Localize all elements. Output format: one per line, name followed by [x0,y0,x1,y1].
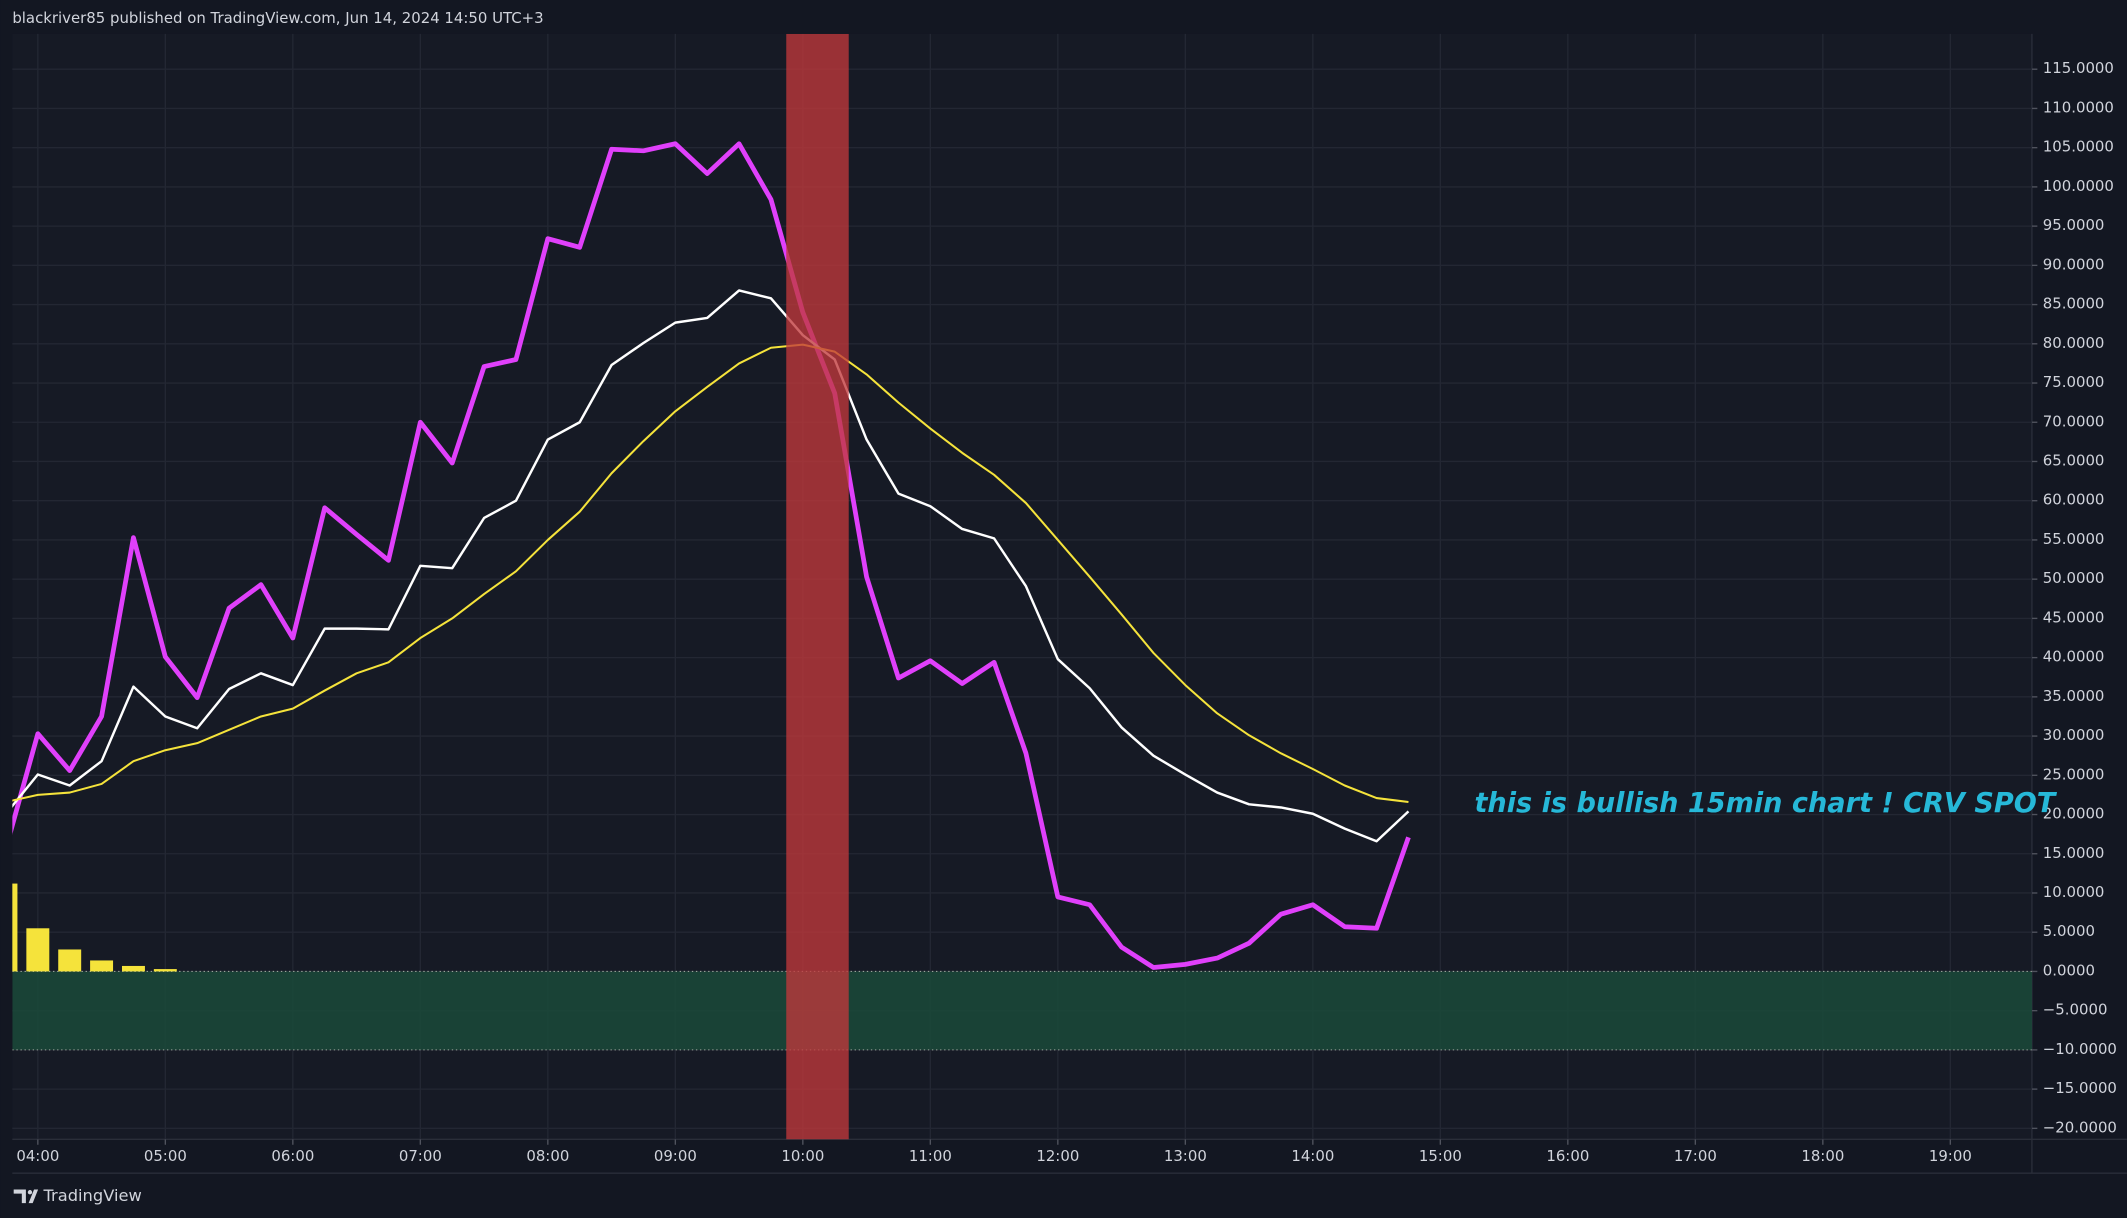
histogram-bar [26,928,50,972]
plot-layers [12,33,2032,1140]
x-tick-label: 10:00 [781,1147,824,1165]
histogram-bar [12,883,18,972]
y-tick-label: 0.0000 [2043,961,2095,979]
histogram-bar [90,960,114,972]
y-tick-label: 110.0000 [2043,98,2114,116]
x-tick-label: 16:00 [1546,1147,1589,1165]
y-tick-label: 30.0000 [2043,726,2105,744]
highlight-band [786,33,849,1140]
y-tick-label: 85.0000 [2043,295,2105,313]
y-tick-label: 40.0000 [2043,648,2105,666]
histogram-bar [121,965,145,972]
y-tick-label: 5.0000 [2043,922,2095,940]
x-tick-label: 14:00 [1291,1147,1334,1165]
y-tick-label: −20.0000 [2043,1118,2117,1136]
y-tick-label: −5.0000 [2043,1001,2108,1019]
x-tick-label: 05:00 [144,1147,187,1165]
y-tick-label: 70.0000 [2043,412,2105,430]
x-tick-label: 11:00 [909,1147,952,1165]
header: blackriver85 published on TradingView.co… [12,9,543,27]
x-tick-label: 08:00 [526,1147,569,1165]
histogram-bar [58,949,82,972]
y-tick-label: 95.0000 [2043,216,2105,234]
y-tick-label: 105.0000 [2043,138,2114,156]
x-tick-label: 18:00 [1801,1147,1844,1165]
x-tick-label: 04:00 [16,1147,59,1165]
x-tick-label: 19:00 [1929,1147,1972,1165]
y-tick-label: 20.0000 [2043,805,2105,823]
y-tick-label: 55.0000 [2043,530,2105,548]
x-tick-label: 17:00 [1674,1147,1717,1165]
y-tick-label: 45.0000 [2043,608,2105,626]
y-tick-label: 15.0000 [2043,844,2105,862]
series-line [12,141,1411,970]
y-tick-label: 75.0000 [2043,373,2105,391]
series-line [12,343,1409,803]
x-tick-label: 06:00 [271,1147,314,1165]
x-tick-label: 15:00 [1419,1147,1462,1165]
footer: TradingView [43,1186,142,1205]
x-tick-label: 12:00 [1036,1147,1079,1165]
y-tick-label: −10.0000 [2043,1040,2117,1058]
y-tick-label: 50.0000 [2043,569,2105,587]
y-tick-label: 90.0000 [2043,255,2105,273]
zone [12,971,2032,1050]
y-tick-label: 10.0000 [2043,883,2105,901]
y-tick-label: 35.0000 [2043,687,2105,705]
axes: −20.0000 −15.0000 −10.0000 −5.0000 0.0000 5.0… [16,59,2117,1165]
histogram-bar [153,969,177,972]
y-tick-label: 115.0000 [2043,59,2114,77]
y-tick-label: 65.0000 [2043,451,2105,469]
y-tick-label: 100.0000 [2043,177,2114,195]
x-tick-label: 09:00 [654,1147,697,1165]
y-tick-label: 25.0000 [2043,765,2105,783]
x-tick-label: 07:00 [399,1147,442,1165]
y-tick-label: 60.0000 [2043,491,2105,509]
series-line [12,289,1410,843]
y-tick-label: 80.0000 [2043,334,2105,352]
y-tick-label: −15.0000 [2043,1079,2117,1097]
x-tick-label: 13:00 [1164,1147,1207,1165]
annotation: this is bullish 15min chart ! CRV SPOT [1474,788,2057,819]
